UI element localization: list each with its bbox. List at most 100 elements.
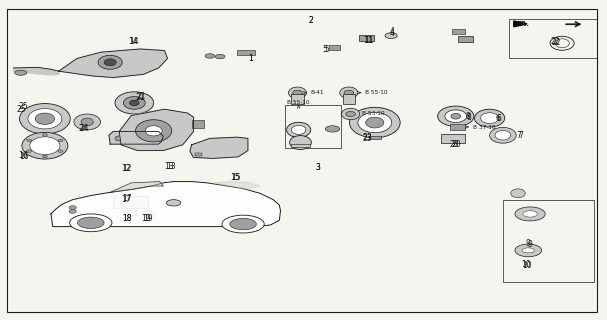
Ellipse shape [475, 109, 504, 127]
Polygon shape [110, 181, 163, 192]
Ellipse shape [358, 112, 392, 133]
Bar [330, 45, 341, 50]
Text: 7: 7 [518, 131, 523, 140]
Ellipse shape [27, 139, 32, 142]
Bar [291, 94, 304, 104]
Text: 9: 9 [526, 239, 531, 248]
Bar [237, 50, 255, 55]
Text: 17: 17 [121, 195, 131, 204]
Ellipse shape [81, 118, 93, 126]
Ellipse shape [115, 136, 124, 141]
Text: 14: 14 [129, 36, 139, 45]
Bar [450, 124, 465, 130]
Bar [359, 35, 374, 41]
Ellipse shape [325, 126, 340, 132]
Text: 19: 19 [143, 214, 152, 223]
Text: 14: 14 [128, 36, 138, 45]
Text: 21: 21 [137, 92, 146, 101]
Ellipse shape [523, 211, 537, 217]
Text: 9: 9 [527, 240, 532, 249]
Ellipse shape [522, 248, 534, 253]
Text: 10: 10 [522, 261, 532, 270]
Ellipse shape [42, 134, 47, 136]
Ellipse shape [129, 100, 139, 106]
Bar [127, 210, 137, 215]
Ellipse shape [135, 120, 172, 142]
Ellipse shape [58, 150, 63, 152]
Text: 16: 16 [19, 152, 29, 161]
Text: 4: 4 [390, 27, 395, 36]
Text: 15: 15 [230, 173, 239, 182]
Bar [192, 120, 204, 128]
Ellipse shape [291, 125, 306, 134]
Text: 12: 12 [122, 164, 132, 173]
Ellipse shape [340, 87, 358, 99]
Ellipse shape [230, 218, 256, 230]
Text: 7: 7 [516, 131, 521, 140]
Ellipse shape [342, 108, 360, 120]
Text: 18: 18 [122, 214, 132, 223]
Ellipse shape [74, 114, 101, 130]
Ellipse shape [58, 139, 63, 142]
Ellipse shape [143, 211, 155, 216]
Ellipse shape [69, 206, 76, 210]
Ellipse shape [481, 113, 499, 124]
Ellipse shape [42, 155, 47, 158]
Text: 4: 4 [390, 28, 395, 38]
Bar [441, 134, 466, 142]
Ellipse shape [69, 210, 76, 213]
Text: 16: 16 [18, 151, 28, 160]
Bar [369, 136, 381, 140]
Text: 20: 20 [452, 140, 461, 149]
Bar [503, 200, 594, 282]
Ellipse shape [385, 33, 397, 38]
Text: 21: 21 [135, 93, 145, 102]
Text: 6: 6 [497, 114, 502, 123]
Text: 25: 25 [18, 102, 28, 111]
Polygon shape [213, 181, 260, 189]
Polygon shape [119, 109, 194, 150]
Polygon shape [109, 132, 163, 144]
Ellipse shape [15, 70, 27, 75]
Text: 17: 17 [122, 194, 132, 203]
Text: 24: 24 [79, 124, 89, 133]
Ellipse shape [145, 126, 162, 136]
Text: 18: 18 [122, 214, 132, 223]
Text: 22: 22 [550, 37, 560, 46]
Text: 19: 19 [141, 214, 151, 223]
Text: 22: 22 [551, 38, 561, 47]
Ellipse shape [510, 189, 525, 198]
Ellipse shape [28, 108, 62, 129]
Ellipse shape [366, 117, 384, 128]
Ellipse shape [22, 132, 68, 159]
Text: B 53·10: B 53·10 [362, 110, 384, 116]
Ellipse shape [115, 92, 154, 114]
Ellipse shape [438, 106, 474, 126]
Text: 11: 11 [363, 36, 372, 45]
Text: 13: 13 [166, 163, 175, 172]
Ellipse shape [166, 200, 181, 206]
Ellipse shape [27, 150, 32, 152]
Ellipse shape [205, 54, 215, 58]
Text: 25: 25 [16, 105, 26, 114]
Ellipse shape [98, 55, 122, 69]
Ellipse shape [30, 137, 60, 155]
Text: 13: 13 [164, 162, 174, 171]
Text: 15: 15 [231, 173, 240, 182]
Ellipse shape [515, 244, 541, 257]
Ellipse shape [451, 113, 461, 119]
Polygon shape [514, 21, 527, 27]
Text: 11: 11 [364, 36, 373, 45]
Polygon shape [59, 49, 168, 77]
Ellipse shape [215, 54, 225, 59]
Text: 23: 23 [363, 133, 372, 142]
Bar [509, 19, 597, 59]
Text: 8: 8 [467, 113, 472, 122]
Text: 3: 3 [316, 164, 320, 172]
Text: 12: 12 [121, 164, 131, 173]
Ellipse shape [344, 90, 354, 95]
Bar [195, 153, 202, 156]
Bar [291, 143, 310, 147]
Ellipse shape [222, 215, 264, 233]
Ellipse shape [78, 217, 104, 228]
